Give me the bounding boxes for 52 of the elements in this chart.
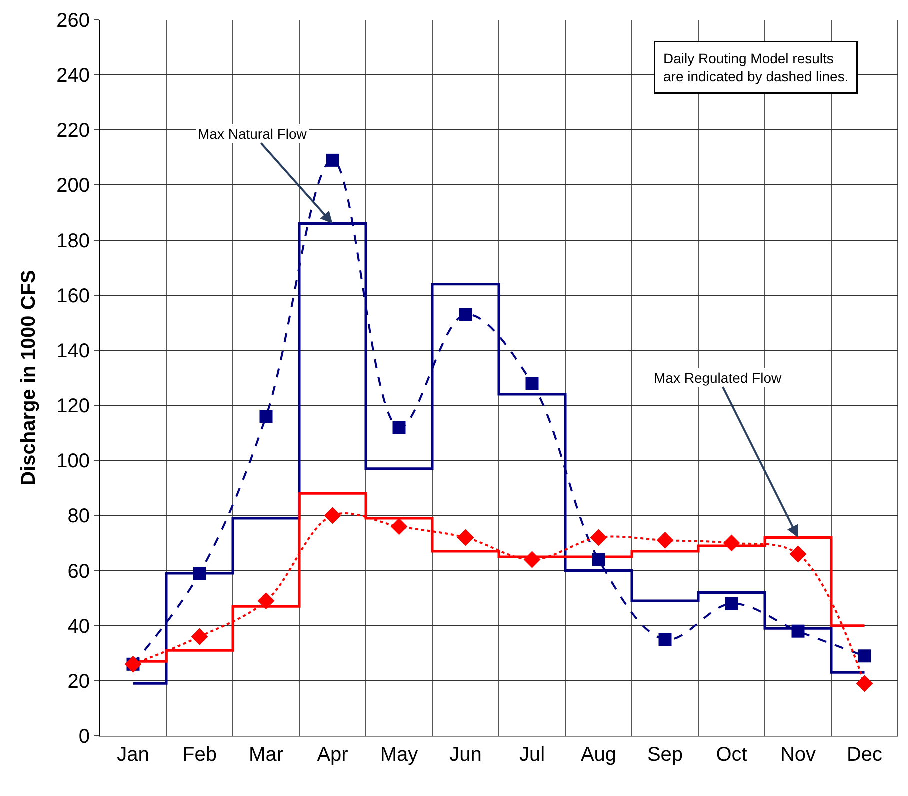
x-tick-label: Feb [182,744,217,766]
y-tick-label: 180 [56,230,90,252]
point [790,546,807,563]
y-tick-label: 0 [78,726,90,748]
y-tick-label: 220 [56,120,90,142]
x-tick-label: Jul [519,744,546,766]
point [392,421,406,434]
x-tick-label: Dec [846,744,883,766]
y-tick-label: 40 [68,616,90,638]
annotation: Max Regulated Flow [654,370,783,386]
point [260,410,273,424]
y-tick-label: 240 [56,65,90,88]
y-tick-label: 160 [56,285,90,308]
point [658,633,672,646]
point [324,507,342,524]
annotation: Max Natural Flow [198,126,308,142]
point [858,650,872,663]
point [725,597,738,610]
y-tick-label: 260 [56,10,90,32]
y-axis-title: Discharge in 1000 CFS [18,270,40,486]
point [326,154,340,167]
point [723,534,740,552]
point [590,529,608,546]
point [656,532,674,549]
x-tick-label: May [380,744,418,766]
y-tick-label: 200 [56,175,90,198]
x-tick-label: Oct [716,744,748,766]
y-tick-label: 100 [56,450,90,473]
y-tick-label: 80 [68,506,90,528]
x-tick-label: Sep [647,744,684,766]
annotation: Daily Routing Model results are indicated by dashed lines. [664,50,849,85]
point [856,675,874,692]
x-tick-label: Aug [580,744,617,766]
point [457,529,474,546]
point [526,377,539,390]
point [524,551,541,568]
y-tick-label: 140 [56,340,90,362]
y-tick-label: 120 [56,396,90,418]
point [193,567,206,580]
x-tick-label: Mar [249,744,284,766]
point [792,624,805,638]
point [191,628,208,646]
y-tick-label: 60 [68,560,90,583]
point [390,518,408,536]
x-tick-label: Apr [317,744,349,766]
y-tick-label: 20 [68,670,90,693]
point [258,592,275,610]
x-tick-label: Jan [117,744,150,766]
point [459,308,472,322]
point [592,553,606,566]
x-tick-label: Jun [450,744,482,766]
x-tick-label: Nov [780,744,816,766]
